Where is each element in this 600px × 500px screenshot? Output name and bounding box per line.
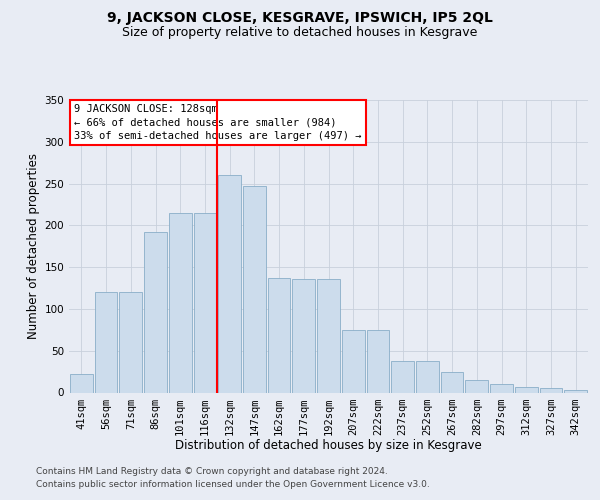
Bar [564,390,587,392]
Bar [515,386,538,392]
Text: Contains HM Land Registry data © Crown copyright and database right 2024.: Contains HM Land Registry data © Crown c… [36,467,388,476]
Bar [317,279,340,392]
Text: Size of property relative to detached houses in Kesgrave: Size of property relative to detached ho… [122,26,478,39]
Bar [416,360,439,392]
Bar [268,278,290,392]
X-axis label: Distribution of detached houses by size in Kesgrave: Distribution of detached houses by size … [175,439,482,452]
Bar [466,380,488,392]
Bar [490,384,513,392]
Bar [391,360,414,392]
Y-axis label: Number of detached properties: Number of detached properties [27,153,40,340]
Bar [194,213,216,392]
Bar [243,186,266,392]
Bar [441,372,463,392]
Bar [169,213,191,392]
Bar [292,279,315,392]
Bar [539,388,562,392]
Text: 9 JACKSON CLOSE: 128sqm
← 66% of detached houses are smaller (984)
33% of semi-d: 9 JACKSON CLOSE: 128sqm ← 66% of detache… [74,104,362,141]
Bar [70,374,93,392]
Bar [367,330,389,392]
Text: 9, JACKSON CLOSE, KESGRAVE, IPSWICH, IP5 2QL: 9, JACKSON CLOSE, KESGRAVE, IPSWICH, IP5… [107,11,493,25]
Bar [218,175,241,392]
Bar [119,292,142,392]
Text: Contains public sector information licensed under the Open Government Licence v3: Contains public sector information licen… [36,480,430,489]
Bar [144,232,167,392]
Bar [342,330,365,392]
Bar [95,292,118,392]
